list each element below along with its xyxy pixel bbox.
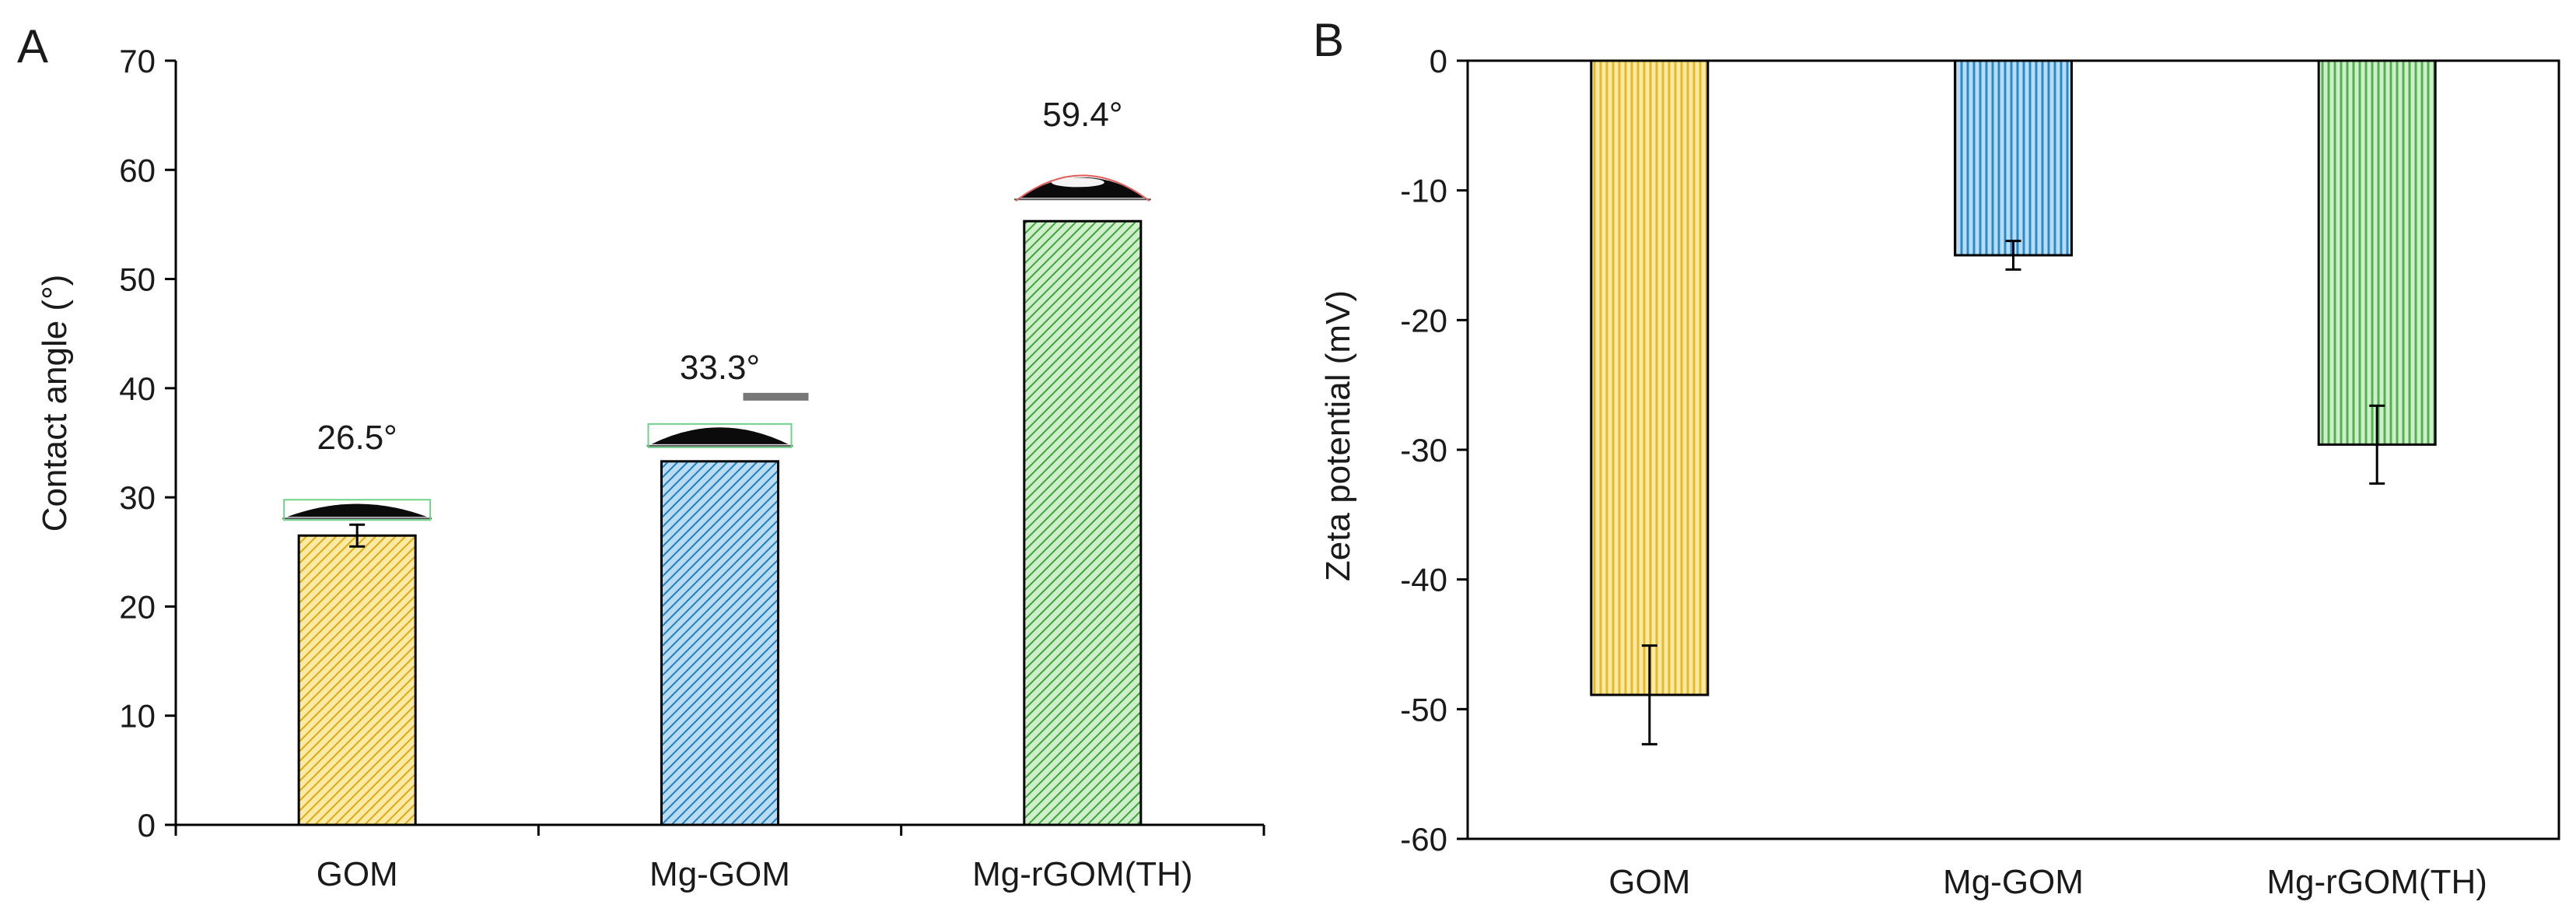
droplet-image-mg-gom: [646, 392, 809, 448]
panel-b-letter: B: [1313, 14, 1344, 66]
panel-b-y-tick-label: -60: [1400, 821, 1447, 858]
panel-a-y-axis-title: Contact angle (°): [36, 275, 74, 532]
panel-a-error-bars: [349, 523, 366, 548]
panel-b-error-gom: [1641, 644, 1657, 745]
panel-b-y-ticks: 0 -10 -20 -30 -40 -50 -60: [1400, 43, 1468, 858]
panel-a-angle-labels: 26.5° 33.3° 59.4°: [317, 96, 1123, 457]
panel-a-letter: A: [17, 20, 48, 72]
panel-a-droplet-images: [282, 174, 1151, 521]
panel-b-y-tick-label: -50: [1400, 691, 1447, 728]
panel-b-category-gom: GOM: [1608, 863, 1690, 901]
panel-a-y-tick-label: 20: [119, 588, 156, 625]
panel-b-bars: [1590, 59, 2437, 696]
panel-b-y-tick-label: -30: [1400, 432, 1447, 468]
panel-b-error-mg-rgom-th: [2369, 404, 2385, 485]
panel-a-y-tick-label: 70: [119, 43, 156, 79]
panel-a-category-labels: GOM Mg-GOM Mg-rGOM(TH): [317, 855, 1193, 893]
panel-b-bar-mg-rgom-th: [2317, 59, 2437, 446]
panel-b-zeta-potential: B Zeta potential (mV) 0 -10 -20 -30 -40 -50 -6…: [1313, 14, 2560, 901]
panel-b-category-mg-gom: Mg-GOM: [1943, 863, 2084, 901]
panel-a-y-tick-label: 10: [119, 698, 156, 735]
panel-a-y-tick-label: 50: [119, 261, 156, 298]
panel-b-y-tick-label: 0: [1430, 43, 1447, 79]
panel-a-bar-mg-rgom-th: [1023, 219, 1143, 826]
panel-a-contact-angle: A Contact angle (°) 0 10 20 30 40 50 60 70 GOM M…: [17, 20, 1265, 893]
panel-b-category-mg-rgom-th: Mg-rGOM(TH): [2266, 863, 2487, 901]
panel-a-y-ticks: 0 10 20 30 40 50 60 70: [119, 43, 176, 844]
panel-b-y-axis-title: Zeta potential (mV): [1319, 290, 1357, 581]
panel-b-error-mg-gom: [2005, 240, 2021, 271]
panel-b-category-labels: GOM Mg-GOM Mg-rGOM(TH): [1608, 863, 2487, 901]
panel-a-category-mg-gom: Mg-GOM: [649, 855, 790, 893]
panel-b-error-bars: [1641, 240, 2385, 745]
panel-a-bar-gom: [297, 534, 417, 826]
panel-b-bar-mg-gom: [1954, 59, 2073, 257]
panel-a-angle-label-mg-gom: 33.3°: [680, 349, 760, 387]
panel-a-category-mg-rgom-th: Mg-rGOM(TH): [972, 855, 1193, 893]
panel-a-angle-label-gom: 26.5°: [317, 419, 397, 457]
droplet-image-gom: [282, 499, 432, 521]
panel-a-category-gom: GOM: [317, 855, 398, 893]
panel-b-y-tick-label: -20: [1400, 302, 1447, 338]
panel-a-y-tick-label: 60: [119, 152, 156, 188]
droplet-image-mg-rgom-th: [1013, 174, 1151, 202]
panel-b-y-tick-label: -10: [1400, 173, 1447, 209]
panel-a-bar-mg-gom: [660, 460, 779, 826]
panel-a-y-tick-label: 0: [138, 807, 156, 844]
panel-a-error-gom: [349, 523, 366, 548]
panel-b-bar-gom: [1590, 59, 1710, 696]
panel-a-y-tick-label: 30: [119, 479, 156, 516]
panel-a-y-tick-label: 40: [119, 370, 156, 407]
panel-a-bars: [297, 219, 1143, 826]
panel-a-angle-label-mg-rgom-th: 59.4°: [1042, 96, 1122, 134]
panel-a-axes: [174, 61, 1265, 836]
panel-b-y-tick-label: -40: [1400, 562, 1447, 598]
